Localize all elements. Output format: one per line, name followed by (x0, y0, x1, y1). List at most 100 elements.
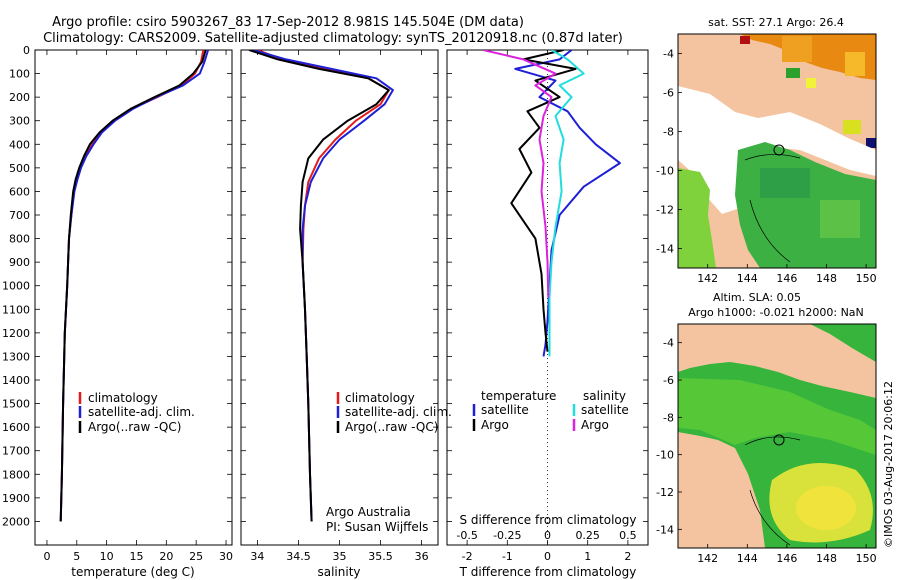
sst-patch (786, 68, 800, 78)
temperature-legend: climatology satellite-adj. clim. Argo(..… (78, 391, 195, 434)
series-line-argo-raw-qc- (59, 50, 207, 522)
sla-land-cape-york (678, 432, 765, 548)
depth-tick-label: 300 (9, 115, 30, 128)
map-y-tick-label: -10 (656, 449, 674, 462)
legend-satellite-label: satellite-adj. clim. (345, 405, 452, 419)
sst-gulf-carpentaria-field (678, 168, 716, 268)
depth-tick-label: 100 (9, 68, 30, 81)
x-tick-label: 34.5 (286, 550, 311, 563)
depth-tick-label: 600 (9, 185, 30, 198)
sla-yellow-core (796, 486, 856, 530)
salinity-panel-frame (240, 49, 439, 546)
x-tick-label: 5 (73, 550, 80, 563)
sla-map-title-line1: Altim. SLA: 0.05 (713, 291, 801, 304)
sst-bathymetry-contour (744, 154, 801, 263)
depth-tick-label: 1700 (2, 445, 30, 458)
sla-map-frame (677, 323, 877, 549)
x-tick-label: -2 (462, 550, 473, 563)
x-tick-label: 25 (189, 550, 203, 563)
figure-title-line2: Climatology: CARS2009. Satellite-adjuste… (43, 31, 623, 46)
salinity-axis: 34 34.5 35 35.5 36 (250, 50, 429, 563)
salinity-axis-label: salinity (317, 565, 360, 579)
sla-bathymetry-contour (744, 436, 801, 546)
depth-tick-label: 1200 (2, 327, 30, 340)
sst-patch (843, 120, 861, 134)
map-x-tick-label: 142 (697, 552, 718, 565)
sla-land-new-guinea (678, 324, 876, 398)
depth-tick-label: 1600 (2, 421, 30, 434)
legend-argo-label: Argo(..raw -QC) (345, 420, 438, 434)
map-y-tick-label: -8 (663, 411, 674, 424)
sst-map (677, 33, 877, 269)
sst-patch (740, 36, 750, 44)
depth-tick-label: 800 (9, 233, 30, 246)
salinity-note-line1: Argo Australia (326, 505, 411, 519)
depth-tick-label: 400 (9, 138, 30, 151)
legend-climatology-label: climatology (88, 391, 158, 405)
temperature-axis-label: temperature (deg C) (71, 565, 194, 579)
sla-map-axes: 142 144 146 148 150 -4 -6 -8 -10 -12 -14 (656, 337, 877, 565)
sst-patch (806, 78, 816, 88)
depth-tick-label: 2000 (2, 515, 30, 528)
salinity-series (248, 50, 394, 522)
difference-axis: -2 -1 0 1 2 -0.5 -0.25 0 0.25 0.5 (456, 50, 637, 563)
s-difference-tick-label: -0.25 (493, 529, 521, 542)
x-tick-label: 0 (43, 550, 50, 563)
difference-legend: temperature salinity satellite satellite… (472, 389, 629, 432)
s-difference-tick-label: -0.5 (456, 529, 477, 542)
x-tick-label: -1 (502, 550, 513, 563)
sst-map-title: sat. SST: 27.1 Argo: 26.4 (708, 16, 844, 29)
map-x-tick-label: 144 (737, 552, 758, 565)
depth-tick-label: 700 (9, 209, 30, 222)
series-line-climatology (59, 50, 205, 522)
s-difference-tick-label: 0 (544, 529, 551, 542)
map-y-tick-label: -8 (663, 126, 674, 139)
x-tick-label: 35.5 (368, 550, 393, 563)
sst-map-axes: 142 144 146 148 150 -4 -6 -8 -10 -12 -14 (656, 48, 877, 286)
sst-patch (820, 200, 860, 238)
series-line-salinity-argo (482, 50, 557, 298)
x-tick-label: 1 (584, 550, 591, 563)
s-difference-tick-label: 0.5 (619, 529, 637, 542)
depth-tick-label: 1000 (2, 280, 30, 293)
map-x-tick-label: 148 (816, 272, 837, 285)
map-y-tick-label: -14 (656, 243, 674, 256)
s-difference-tick-label: 0.25 (575, 529, 600, 542)
map-y-tick-label: -6 (663, 374, 674, 387)
depth-tick-label: 200 (9, 91, 30, 104)
sst-map-frame (677, 33, 877, 269)
legend-climatology-label: climatology (345, 391, 415, 405)
series-line-salinity-satellite (548, 50, 585, 357)
depth-tick-label: 0 (23, 44, 30, 57)
map-x-tick-label: 142 (697, 272, 718, 285)
x-tick-label: 2 (624, 550, 631, 563)
series-line-climatology (257, 50, 390, 522)
salinity-legend: climatology satellite-adj. clim. Argo(..… (336, 391, 452, 434)
t-difference-axis-label: T difference from climatology (459, 565, 637, 579)
x-tick-label: 20 (159, 550, 173, 563)
diff-legend-sal-satellite-label: satellite (581, 403, 629, 417)
temperature-panel-frame (34, 49, 233, 546)
depth-tick-label: 500 (9, 162, 30, 175)
sla-map-title-line2: Argo h1000: -0.021 h2000: NaN (688, 306, 864, 319)
depth-tick-label: 1800 (2, 468, 30, 481)
diff-legend-temp-argo-label: Argo (481, 418, 509, 432)
diff-legend-sal-argo-label: Argo (581, 418, 609, 432)
s-difference-axis-label: S difference from climatology (460, 513, 637, 527)
depth-tick-label: 1300 (2, 350, 30, 363)
figure-title-line1: Argo profile: csiro 5903267_83 17-Sep-20… (52, 15, 524, 30)
x-tick-label: 30 (219, 550, 233, 563)
sst-patch (782, 36, 812, 62)
sla-argo-location-marker (773, 434, 785, 446)
x-tick-label: 10 (100, 550, 114, 563)
sla-green-field (678, 378, 876, 455)
difference-series (482, 50, 621, 357)
temperature-series (59, 50, 210, 522)
sst-patch (845, 52, 865, 76)
series-line-argo-raw-qc- (248, 50, 390, 522)
depth-tick-label: 1400 (2, 374, 30, 387)
map-y-tick-label: -12 (656, 204, 674, 217)
map-x-tick-label: 146 (776, 552, 797, 565)
depth-tick-label: 1500 (2, 398, 30, 411)
